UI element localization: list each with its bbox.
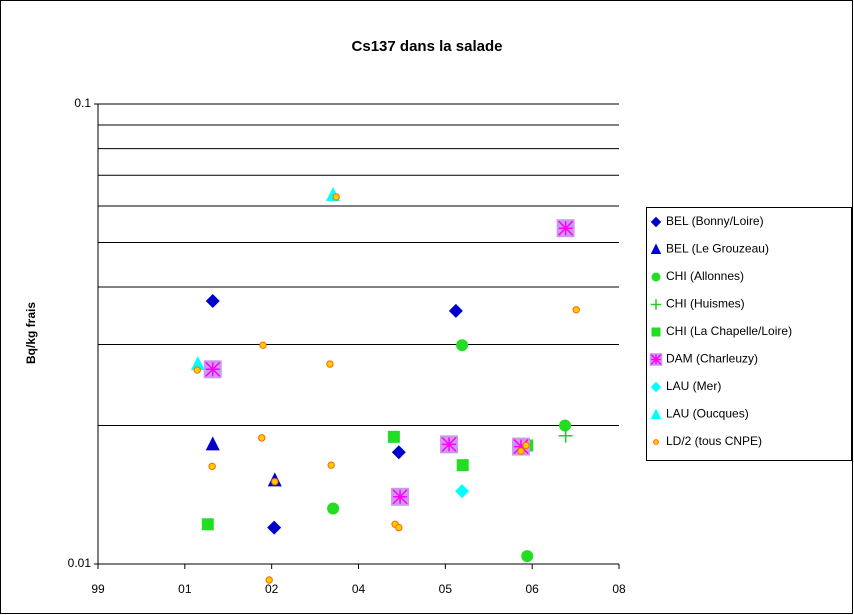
point — [653, 439, 659, 445]
point — [649, 353, 663, 366]
point — [203, 360, 222, 379]
point — [395, 523, 403, 532]
point — [387, 430, 400, 443]
point — [456, 459, 469, 472]
legend — [646, 207, 852, 461]
x-tick-label: 05 — [439, 582, 453, 596]
point — [650, 243, 662, 254]
legend-label: DAM (Charleuzy) — [666, 352, 758, 366]
point — [259, 341, 267, 349]
legend-label: CHI (La Chapelle/Loire) — [666, 324, 792, 338]
point — [440, 435, 459, 454]
point — [651, 272, 661, 282]
point-star — [205, 361, 221, 377]
y-tick-label: 0.1 — [74, 96, 91, 110]
legend-label: LAU (Oucques) — [666, 407, 749, 421]
legend-symbol — [650, 216, 662, 228]
legend-symbol — [650, 243, 662, 254]
x-tick-label: 04 — [352, 582, 366, 596]
legend-symbol — [649, 353, 663, 366]
point — [201, 518, 214, 531]
legend-symbol — [651, 272, 661, 282]
point-star — [441, 436, 457, 452]
x-tick-label: 01 — [178, 582, 192, 596]
point-star — [650, 354, 662, 365]
x-tick-label: 99 — [91, 582, 105, 596]
point — [651, 327, 661, 337]
point — [265, 576, 273, 584]
point — [193, 366, 201, 374]
point — [205, 436, 220, 451]
legend-label: BEL (Bonny/Loire) — [666, 214, 764, 228]
legend-label: LAU (Mer) — [666, 379, 721, 393]
y-axis-label: Bq/kg frais — [24, 302, 38, 364]
point — [205, 294, 220, 309]
chart-title: Cs137 dans la salade — [352, 38, 503, 55]
legend-symbol — [651, 327, 661, 337]
point — [271, 477, 279, 486]
point — [332, 193, 340, 201]
x-tick-label: 02 — [265, 582, 279, 596]
point — [456, 339, 469, 352]
x-tick-label: 08 — [612, 582, 626, 596]
point — [258, 434, 266, 442]
point — [522, 441, 530, 450]
point — [455, 484, 470, 499]
point — [558, 428, 573, 443]
point — [267, 520, 282, 535]
point — [650, 381, 662, 393]
point — [190, 356, 205, 371]
legend-label: LD/2 (tous CNPE) — [666, 434, 762, 448]
point — [391, 445, 406, 460]
legend-label: CHI (Allonnes) — [666, 269, 744, 283]
point — [572, 306, 580, 314]
point — [521, 550, 534, 563]
point-star — [558, 220, 574, 236]
point — [650, 408, 662, 419]
point — [326, 360, 334, 368]
point — [650, 216, 662, 228]
x-tick-label: 06 — [525, 582, 539, 596]
legend-label: CHI (Huismes) — [666, 297, 745, 311]
legend-label: BEL (Le Grouzeau) — [666, 242, 769, 256]
point-star — [513, 439, 529, 455]
point-star — [392, 489, 408, 505]
y-tick-label: 0.01 — [68, 556, 92, 570]
point — [517, 447, 525, 455]
point — [327, 461, 335, 469]
point — [208, 462, 216, 471]
point — [448, 303, 463, 318]
legend-symbol — [650, 408, 662, 419]
point — [327, 502, 340, 515]
legend-symbol — [650, 299, 662, 310]
point — [556, 219, 575, 238]
point — [391, 487, 410, 506]
legend-symbol — [653, 439, 659, 445]
point — [650, 299, 662, 310]
legend-symbol — [650, 381, 662, 393]
point — [559, 419, 572, 432]
